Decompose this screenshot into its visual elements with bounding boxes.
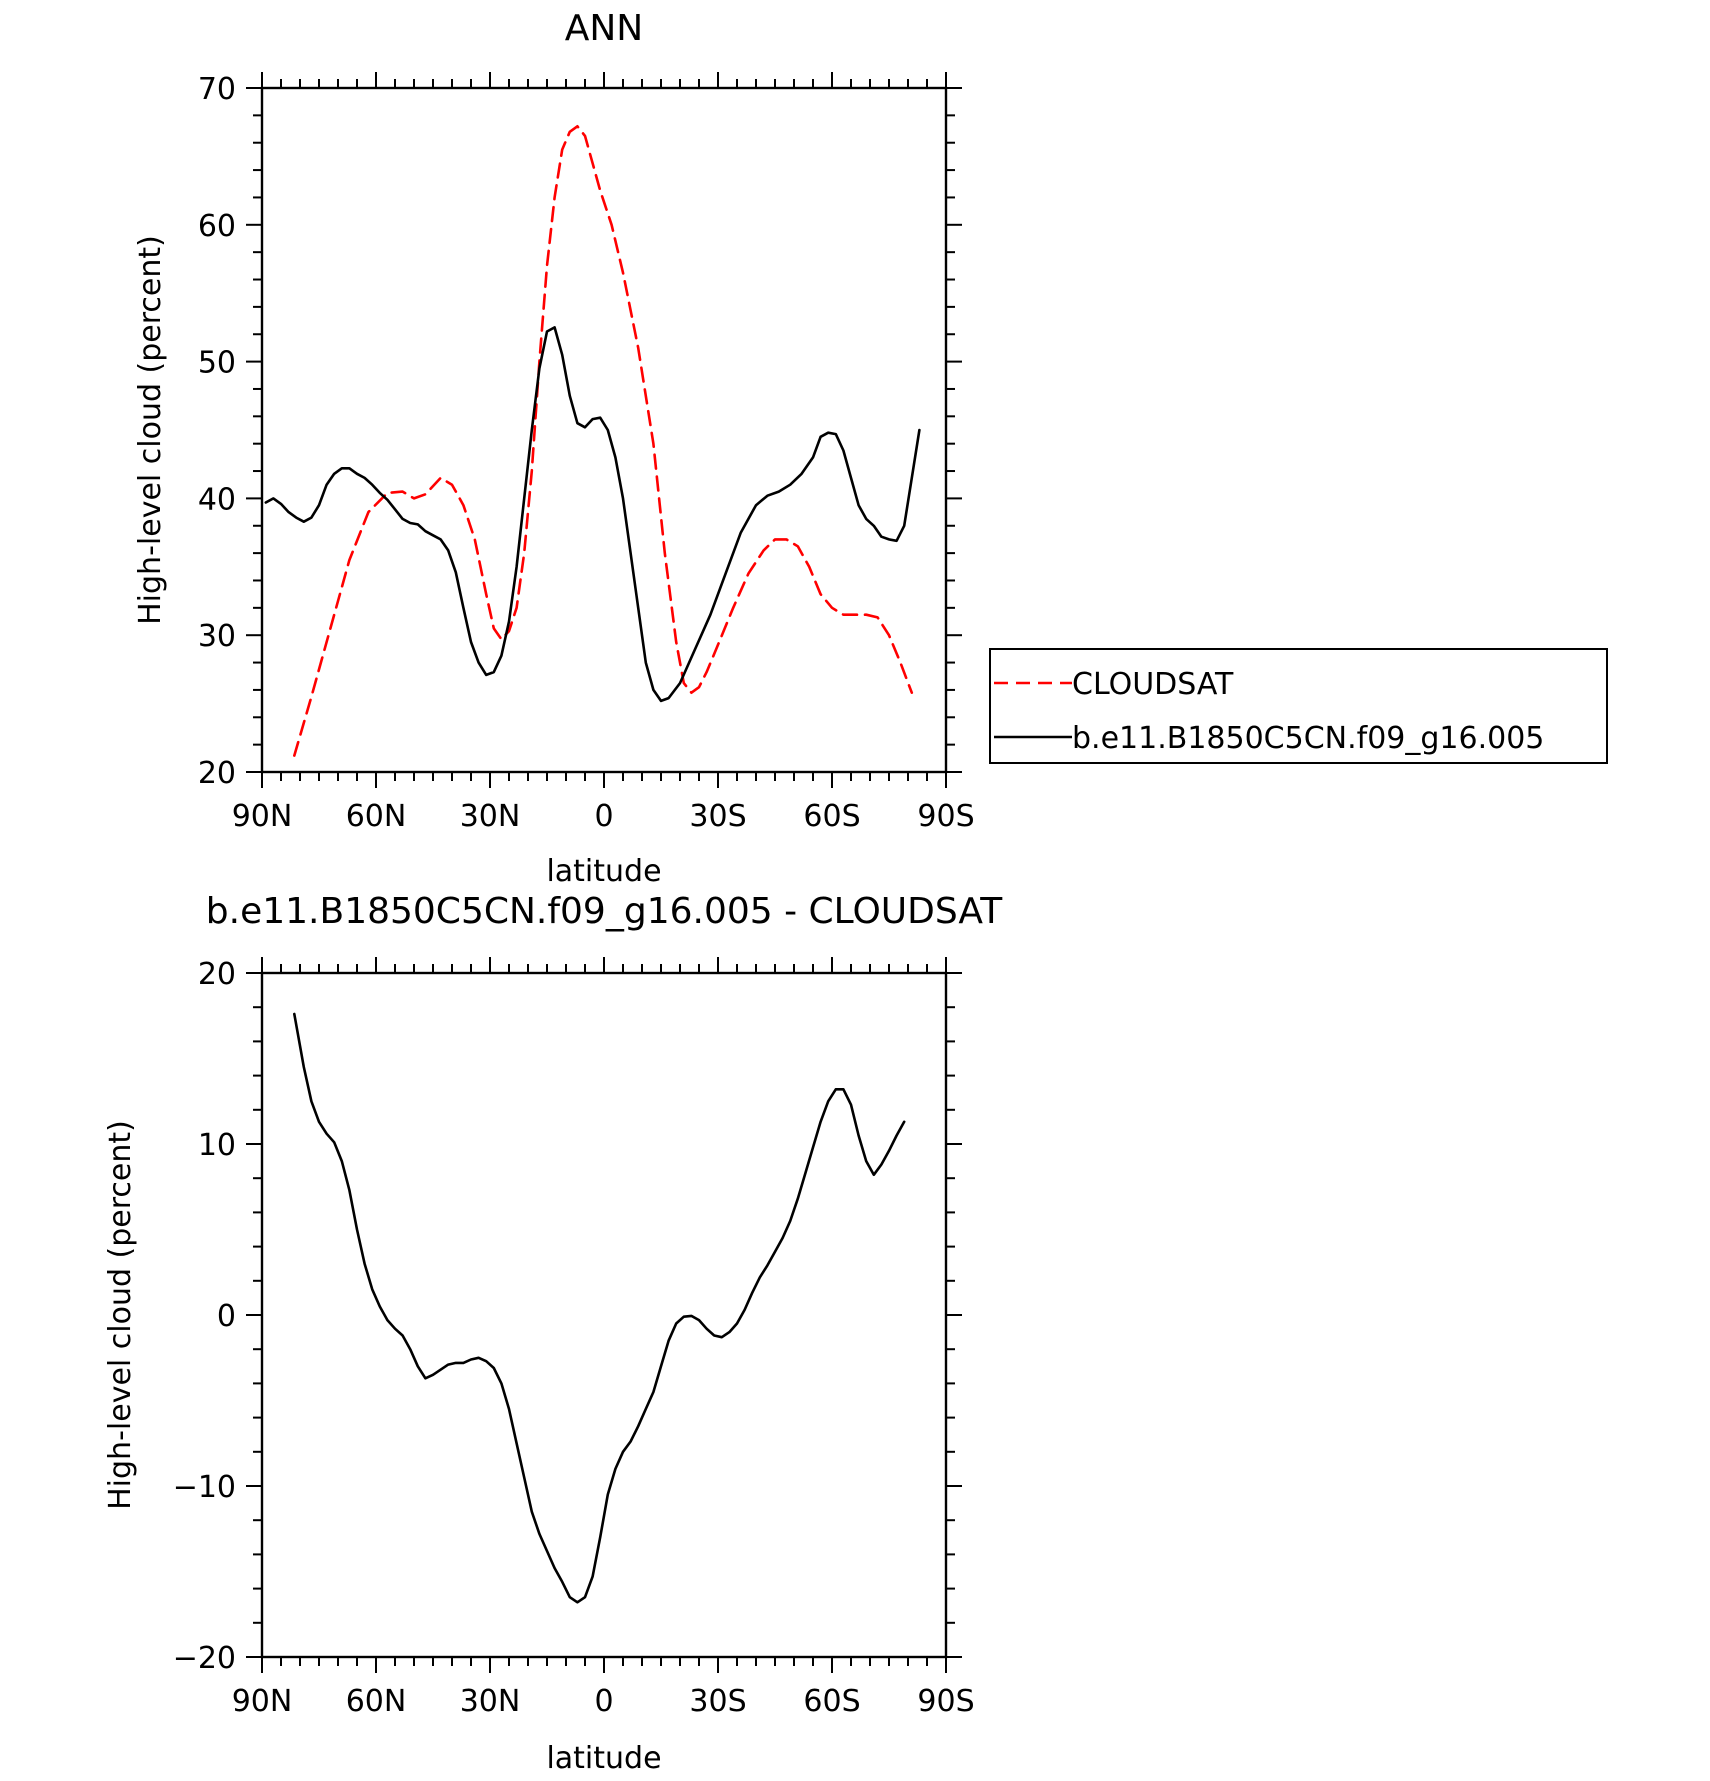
x-tick-label: 30N xyxy=(460,799,521,834)
x-tick-label: 90N xyxy=(232,1684,293,1719)
x-axis-label: latitude xyxy=(546,1741,661,1776)
tick-marks xyxy=(246,72,962,788)
y-tick-label: 70 xyxy=(198,72,236,107)
legend-label-cloudsat: CLOUDSAT xyxy=(1072,667,1234,702)
y-tick-label: 50 xyxy=(198,346,236,381)
x-tick-label: 90S xyxy=(917,1684,974,1719)
x-tick-label: 30S xyxy=(689,799,746,834)
legend-box xyxy=(989,648,1608,764)
x-tick-label: 0 xyxy=(594,799,613,834)
x-tick-label: 90N xyxy=(232,799,293,834)
x-tick-label: 60S xyxy=(803,1684,860,1719)
legend-label-model: b.e11.B1850C5CN.f09_g16.005 xyxy=(1072,721,1544,756)
x-tick-label: 30N xyxy=(460,1684,521,1719)
y-tick-label: 10 xyxy=(198,1128,236,1163)
x-tick-label: 60N xyxy=(346,1684,407,1719)
y-tick-labels: 20 30 40 50 60 70 xyxy=(198,72,236,791)
x-tick-labels: 90N 60N 30N 0 30S 60S 90S xyxy=(232,1684,975,1719)
series-line-1 xyxy=(264,326,921,703)
y-tick-label: 40 xyxy=(198,482,236,517)
y-tick-label: 30 xyxy=(198,619,236,654)
x-tick-label: 90S xyxy=(917,799,974,834)
y-axis-label: High-level cloud (percent) xyxy=(133,235,168,625)
plot-frame xyxy=(260,971,948,1659)
series-group xyxy=(264,125,921,757)
y-tick-label: 20 xyxy=(198,957,236,992)
y-tick-label: −10 xyxy=(173,1470,236,1505)
x-tick-labels: 90N 60N 30N 0 30S 60S 90S xyxy=(232,799,975,834)
y-tick-label: 0 xyxy=(217,1299,236,1334)
x-tick-label: 60S xyxy=(803,799,860,834)
y-tick-label: 60 xyxy=(198,209,236,244)
y-tick-label: 20 xyxy=(198,756,236,791)
y-tick-labels: −20 −10 0 10 20 xyxy=(173,957,236,1676)
y-axis-label: High-level cloud (percent) xyxy=(103,1120,138,1510)
series-line-0 xyxy=(293,125,914,757)
x-tick-label: 30S xyxy=(689,1684,746,1719)
legend: CLOUDSAT b.e11.B1850C5CN.f09_g16.005 xyxy=(989,648,1608,764)
plot-frame xyxy=(260,86,948,774)
x-tick-label: 60N xyxy=(346,799,407,834)
y-tick-label: −20 xyxy=(173,1641,236,1676)
panel-annual-mean: ANN 90N 60N 30N 0 30S 60S 90S 20 30 40 50 60 70 lat… xyxy=(133,8,1608,889)
x-tick-label: 0 xyxy=(594,1684,613,1719)
x-axis-label: latitude xyxy=(546,854,661,889)
panel-difference: b.e11.B1850C5CN.f09_g16.005 - CLOUDSAT 9… xyxy=(103,891,1003,1776)
panel-title: ANN xyxy=(565,8,644,49)
series-line-0 xyxy=(293,1012,906,1604)
panel-title: b.e11.B1850C5CN.f09_g16.005 - CLOUDSAT xyxy=(206,891,1003,932)
series-group xyxy=(293,1012,906,1604)
tick-marks xyxy=(246,957,962,1673)
